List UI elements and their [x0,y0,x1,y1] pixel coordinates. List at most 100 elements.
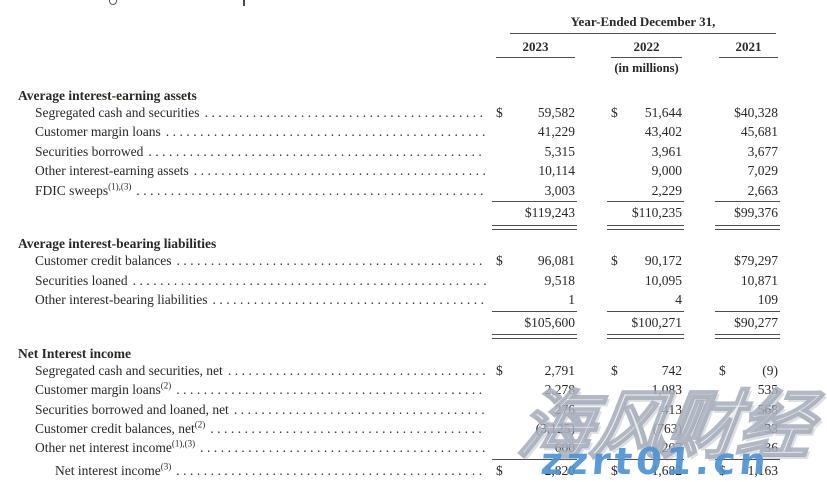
amount-value: 10,095 [644,272,682,288]
row-label: FDIC sweeps(1),(3) [18,181,132,199]
row-label-text: Securities borrowed [35,143,144,159]
amount-value: 9,000 [651,163,682,179]
row-label: Customer margin loans(2) [18,381,171,398]
amount-cell-2021: 10,871 [719,273,778,292]
row-label: Securities loaned [18,273,128,289]
total-cell-2022: $100,271 [607,315,684,340]
currency-symbol: $ [719,362,726,378]
currency-symbol: $ [496,253,503,269]
amount-value: 51,644 [644,105,682,120]
footnote-ref: (2) [194,419,206,430]
currency-symbol: $ [611,462,618,478]
amount-cell-2022: $90,172 [611,253,682,272]
table-row: Securities borrowed and loaned, net ....… [18,402,778,421]
row-label: Segregated cash and securities [18,105,200,121]
table-row: Securities loaned ......................… [18,273,778,292]
table-row: Customer credit balances ...............… [18,253,778,272]
watermark-site-url: zzrt01.cn [539,440,772,482]
amount-value: $119,243 [524,204,575,220]
amount-cell-2022: 3,961 [611,144,682,163]
amount-cell-2023: (3,125) [496,421,575,440]
total-cell-2021: $1,163 [719,463,778,482]
amount-cell-2023: 9,518 [496,273,575,292]
amount-cell-2022: 2,229 [607,182,684,203]
leader-dots: ........................................… [227,362,486,378]
amount-value: 4 [675,292,682,308]
amount-value: 568 [757,401,778,417]
table-row: Customer margin loans(2) ...............… [18,381,778,401]
amount-value: 2,663 [747,182,778,198]
total-cell-2022: $1,682 [611,463,682,482]
amount-value: 43,402 [644,124,682,140]
amount-value: 413 [661,401,682,417]
amount-value: 59,582 [537,105,575,120]
amount-value: $90,277 [734,314,778,330]
section-title: Average interest-earning assets [18,88,197,103]
currency-symbol: $ [611,362,618,378]
table-header: Year-Ended December 31, 2023 2022 2021 (… [496,14,778,76]
amount-value: 41,229 [537,124,575,140]
year-column-2021: 2021 [719,39,778,58]
amount-cell-2022: 10,095 [611,273,682,292]
amount-value: 535 [757,382,778,398]
total-cell-2023: $105,600 [492,314,577,340]
table-row: Securities borrowed ....................… [18,144,778,163]
amount-cell-2021: 7,029 [719,163,778,182]
amount-cell-2021: 109 [715,292,780,312]
footnote-ref: (3) [160,461,172,472]
table-row: Segregated cash and securities .........… [18,105,778,124]
row-label-text: Segregated cash and securities, net [35,362,223,378]
amount-cell-2023: 41,229 [496,124,575,143]
row-label: Other interest-bearing liabilities [18,292,207,308]
amount-value: 9,518 [544,272,575,288]
leader-dots: ........................................… [210,421,486,437]
cropped-text-artifact [109,0,117,5]
amount-value: 7,029 [747,163,778,179]
table-row: Customer credit balances, net(2) .......… [18,419,779,440]
amount-value: 33 [764,421,779,437]
amount-cell-2022: 207 [607,440,684,461]
row-label-text: Customer margin loans [35,382,161,398]
amount-cell-2023: 2,278 [496,382,575,401]
footnote-ref: (1),(3) [108,181,132,192]
leader-dots: ........................................… [148,143,486,159]
section-interest-earning-assets: Average interest-earning assets Segregat… [18,88,780,231]
amount-value: 742 [661,362,682,378]
leader-dots: ........................................… [176,462,486,478]
leader-dots: ........................................… [176,253,486,269]
currency-symbol: $ [719,462,726,478]
amount-cell-2023: 1 [492,292,577,312]
row-label: Net interest income(3) [18,461,172,479]
amount-cell-2022: $51,644 [611,105,682,124]
amount-value: 36 [764,440,779,456]
row-label: Customer margin loans [18,124,161,140]
row-label-text: Securities loaned [35,272,128,288]
amount-cell-2021: 535 [719,382,778,401]
net-interest-income-total-row: Net interest income(3) .................… [18,461,778,482]
amount-cell-2022: 9,000 [611,163,682,182]
amount-cell-2021: 45,681 [719,124,778,143]
amount-value: 3,003 [544,182,575,198]
amount-cell-2023: $2,791 [496,363,575,382]
row-label-text: FDIC sweeps [35,182,109,198]
amount-value: $105,600 [524,314,575,330]
amount-value: 276 [554,401,575,417]
amount-value: 2,820 [544,462,575,478]
row-label: Other net interest income(1),(3) [18,438,196,456]
footnote-ref: (1),(3) [171,438,196,449]
amount-cell-2021: $40,328 [719,105,778,124]
amount-cell-2021: 2,663 [715,182,780,203]
interest-income-table: Year-Ended December 31, 2023 2022 2021 (… [18,14,780,482]
year-column-2022: 2022 [611,39,682,58]
currency-symbol: $ [496,462,503,478]
amount-value: 1,682 [651,462,682,478]
amount-cell-2023: 3,003 [492,182,577,203]
amount-value: 2,278 [544,382,575,398]
amount-value: 45,681 [740,124,778,140]
amount-cell-2023: $96,081 [496,253,575,272]
amount-value: 2,229 [651,182,682,198]
amount-cell-2023: $59,582 [496,105,575,124]
amount-value: 600 [554,440,575,456]
section-total-row: $105,600 $100,271 $90,277 [18,314,780,340]
